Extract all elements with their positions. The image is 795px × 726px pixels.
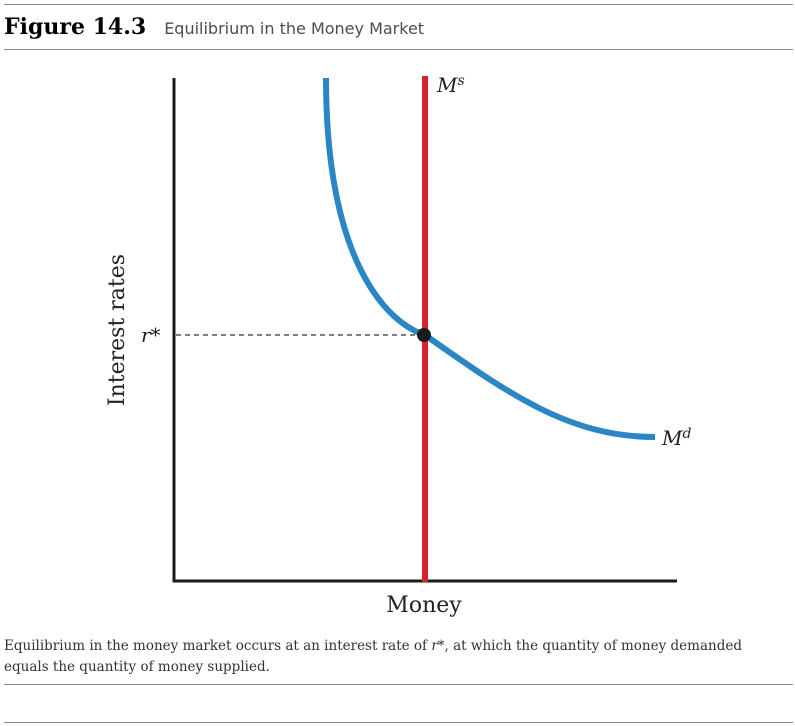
caption-emphasis: r* bbox=[431, 638, 445, 654]
demand-curve-label: Md bbox=[661, 426, 691, 450]
figure-number: Figure 14.3 bbox=[4, 14, 147, 40]
x-axis-label: Money bbox=[386, 593, 462, 618]
money-market-diagram: Ms Md r* Interest rates Money bbox=[105, 73, 691, 618]
money-demand-curve bbox=[323, 77, 656, 440]
caption-text-before: Equilibrium in the money market occurs a… bbox=[4, 638, 432, 654]
y-axis-label: Interest rates bbox=[105, 254, 130, 406]
header-rule bbox=[4, 49, 793, 50]
caption-rule bbox=[4, 684, 793, 685]
figure-title: Equilibrium in the Money Market bbox=[164, 19, 425, 38]
figure-caption: Equilibrium in the money market occurs a… bbox=[4, 636, 784, 678]
top-rule bbox=[4, 4, 793, 5]
equilibrium-rate-label: r* bbox=[141, 323, 161, 347]
caption-text-after: , at which the quantity of money demande… bbox=[4, 638, 742, 675]
equilibrium-point bbox=[417, 328, 431, 342]
bottom-rule bbox=[4, 722, 793, 723]
figure-header: Figure 14.3 Equilibrium in the Money Mar… bbox=[4, 14, 424, 44]
supply-curve-label: Ms bbox=[436, 73, 465, 97]
